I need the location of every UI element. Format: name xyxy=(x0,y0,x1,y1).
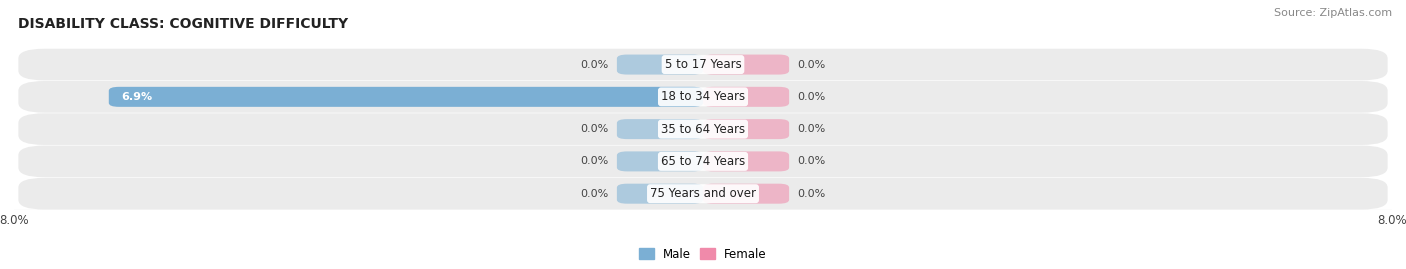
FancyBboxPatch shape xyxy=(703,55,789,75)
FancyBboxPatch shape xyxy=(703,151,789,171)
Text: 0.0%: 0.0% xyxy=(581,59,609,70)
Text: 0.0%: 0.0% xyxy=(797,156,825,167)
Text: 0.0%: 0.0% xyxy=(797,124,825,134)
Text: 6.9%: 6.9% xyxy=(122,92,153,102)
Text: 0.0%: 0.0% xyxy=(797,59,825,70)
FancyBboxPatch shape xyxy=(617,55,703,75)
FancyBboxPatch shape xyxy=(617,184,703,204)
Text: 0.0%: 0.0% xyxy=(581,189,609,199)
FancyBboxPatch shape xyxy=(703,87,789,107)
FancyBboxPatch shape xyxy=(703,119,789,139)
Text: 0.0%: 0.0% xyxy=(581,156,609,167)
Text: 5 to 17 Years: 5 to 17 Years xyxy=(665,58,741,71)
Text: 0.0%: 0.0% xyxy=(581,124,609,134)
Text: 18 to 34 Years: 18 to 34 Years xyxy=(661,90,745,103)
FancyBboxPatch shape xyxy=(18,178,1388,210)
FancyBboxPatch shape xyxy=(18,49,1388,80)
FancyBboxPatch shape xyxy=(617,151,703,171)
Text: 35 to 64 Years: 35 to 64 Years xyxy=(661,123,745,136)
FancyBboxPatch shape xyxy=(18,146,1388,177)
FancyBboxPatch shape xyxy=(18,81,1388,113)
Text: Source: ZipAtlas.com: Source: ZipAtlas.com xyxy=(1274,8,1392,18)
Text: 75 Years and over: 75 Years and over xyxy=(650,187,756,200)
FancyBboxPatch shape xyxy=(617,119,703,139)
Text: DISABILITY CLASS: COGNITIVE DIFFICULTY: DISABILITY CLASS: COGNITIVE DIFFICULTY xyxy=(18,17,349,31)
FancyBboxPatch shape xyxy=(18,113,1388,145)
Text: 0.0%: 0.0% xyxy=(797,189,825,199)
FancyBboxPatch shape xyxy=(703,184,789,204)
FancyBboxPatch shape xyxy=(108,87,703,107)
Text: 65 to 74 Years: 65 to 74 Years xyxy=(661,155,745,168)
Legend: Male, Female: Male, Female xyxy=(634,243,772,265)
Text: 0.0%: 0.0% xyxy=(797,92,825,102)
